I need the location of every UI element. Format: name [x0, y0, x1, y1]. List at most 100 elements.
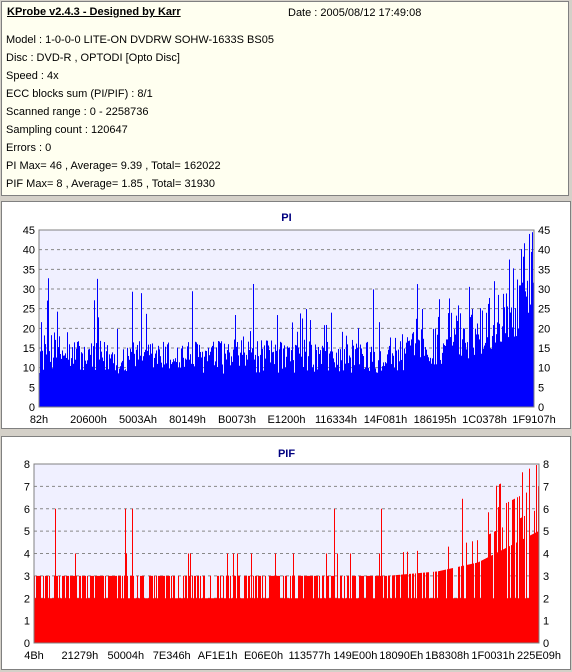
- data-bar: [267, 598, 268, 643]
- app-title: KProbe v2.4.3 - Designed by Karr: [7, 6, 181, 18]
- data-bar: [405, 353, 406, 407]
- y-tick-label-left: 4: [24, 549, 30, 561]
- data-bar: [127, 347, 128, 407]
- x-tick-label: 1F0031h: [471, 650, 514, 662]
- data-bar: [258, 575, 259, 643]
- data-bar: [155, 353, 156, 407]
- data-bar: [165, 346, 166, 407]
- data-bar: [404, 348, 405, 407]
- data-bar: [296, 598, 297, 643]
- x-tick-label: 1C0378h: [462, 414, 507, 426]
- data-bar: [438, 316, 439, 407]
- data-bar: [327, 341, 328, 407]
- data-bar: [330, 598, 331, 643]
- data-bar: [192, 291, 193, 407]
- data-bar: [499, 484, 500, 643]
- data-bar: [317, 369, 318, 407]
- data-bar: [418, 339, 419, 407]
- data-bar: [333, 575, 334, 643]
- data-bar: [306, 575, 307, 643]
- data-bar: [126, 371, 127, 407]
- data-bar: [456, 598, 457, 643]
- data-bar: [329, 353, 330, 407]
- data-bar: [184, 366, 185, 407]
- data-bar: [229, 598, 230, 643]
- data-bar: [335, 367, 336, 407]
- data-bar: [200, 351, 201, 407]
- data-bar: [400, 341, 401, 407]
- data-bar: [462, 339, 463, 407]
- data-bar: [514, 336, 515, 407]
- y-tick-label-left: 25: [23, 304, 35, 316]
- data-bar: [170, 598, 171, 643]
- data-bar: [121, 362, 122, 407]
- data-bar: [408, 341, 409, 407]
- data-bar: [42, 350, 43, 407]
- data-bar: [492, 554, 493, 643]
- data-bar: [226, 575, 227, 643]
- pi-chart: PI 0 0 5 5 10 10 15 15 20 20 25 25 30 30 35 35 40 40 45 45 82…: [23, 212, 556, 426]
- data-bar: [152, 343, 153, 407]
- data-bar: [320, 350, 321, 407]
- data-bar: [487, 337, 488, 407]
- data-bar: [428, 572, 429, 643]
- data-bar: [470, 564, 471, 643]
- data-bar: [532, 232, 533, 407]
- data-bar: [431, 363, 432, 407]
- data-bar: [99, 359, 100, 407]
- data-bar: [218, 575, 219, 643]
- data-bar: [371, 346, 372, 407]
- data-bar: [247, 598, 248, 643]
- data-bar: [62, 575, 63, 643]
- data-bar: [251, 352, 252, 407]
- data-bar: [340, 575, 341, 643]
- data-bar: [500, 341, 501, 407]
- data-bar: [448, 313, 449, 407]
- data-bar: [221, 598, 222, 643]
- data-bar: [252, 348, 253, 407]
- data-bar: [257, 341, 258, 407]
- data-bar: [241, 598, 242, 643]
- x-tick-label: AF1E1h: [198, 650, 238, 662]
- data-bar: [316, 575, 317, 643]
- data-bar: [447, 339, 448, 407]
- data-bar: [503, 293, 504, 407]
- data-bar: [61, 598, 62, 643]
- data-bar: [415, 573, 416, 643]
- data-bar: [285, 367, 286, 407]
- data-bar: [88, 598, 89, 643]
- data-bar: [463, 328, 464, 407]
- data-bar: [327, 575, 328, 643]
- data-bar: [510, 312, 511, 407]
- data-bar: [481, 560, 482, 643]
- data-bar: [104, 598, 105, 643]
- data-bar: [112, 352, 113, 407]
- plot-border: [38, 229, 535, 408]
- data-bar: [142, 575, 143, 643]
- data-bar: [163, 575, 164, 643]
- data-bar: [117, 598, 118, 643]
- data-bar: [360, 344, 361, 407]
- data-bar: [508, 501, 509, 643]
- data-bar: [288, 598, 289, 643]
- data-bar: [102, 357, 103, 407]
- data-bar: [51, 335, 52, 407]
- data-bar: [274, 364, 275, 407]
- data-bar: [457, 598, 458, 643]
- data-bar: [214, 365, 215, 407]
- data-bar: [61, 358, 62, 407]
- data-bar: [411, 598, 412, 643]
- data-bar: [423, 338, 424, 407]
- data-bar: [175, 358, 176, 407]
- data-bar: [416, 318, 417, 407]
- data-bar: [172, 362, 173, 407]
- data-bar: [248, 575, 249, 643]
- data-bar: [350, 357, 351, 407]
- y-tick-label-left: 35: [23, 264, 35, 276]
- data-bar: [475, 563, 476, 643]
- data-bar: [63, 355, 64, 407]
- data-bar: [299, 575, 300, 643]
- data-bar: [201, 357, 202, 407]
- data-bar: [338, 348, 339, 407]
- data-bar: [359, 575, 360, 643]
